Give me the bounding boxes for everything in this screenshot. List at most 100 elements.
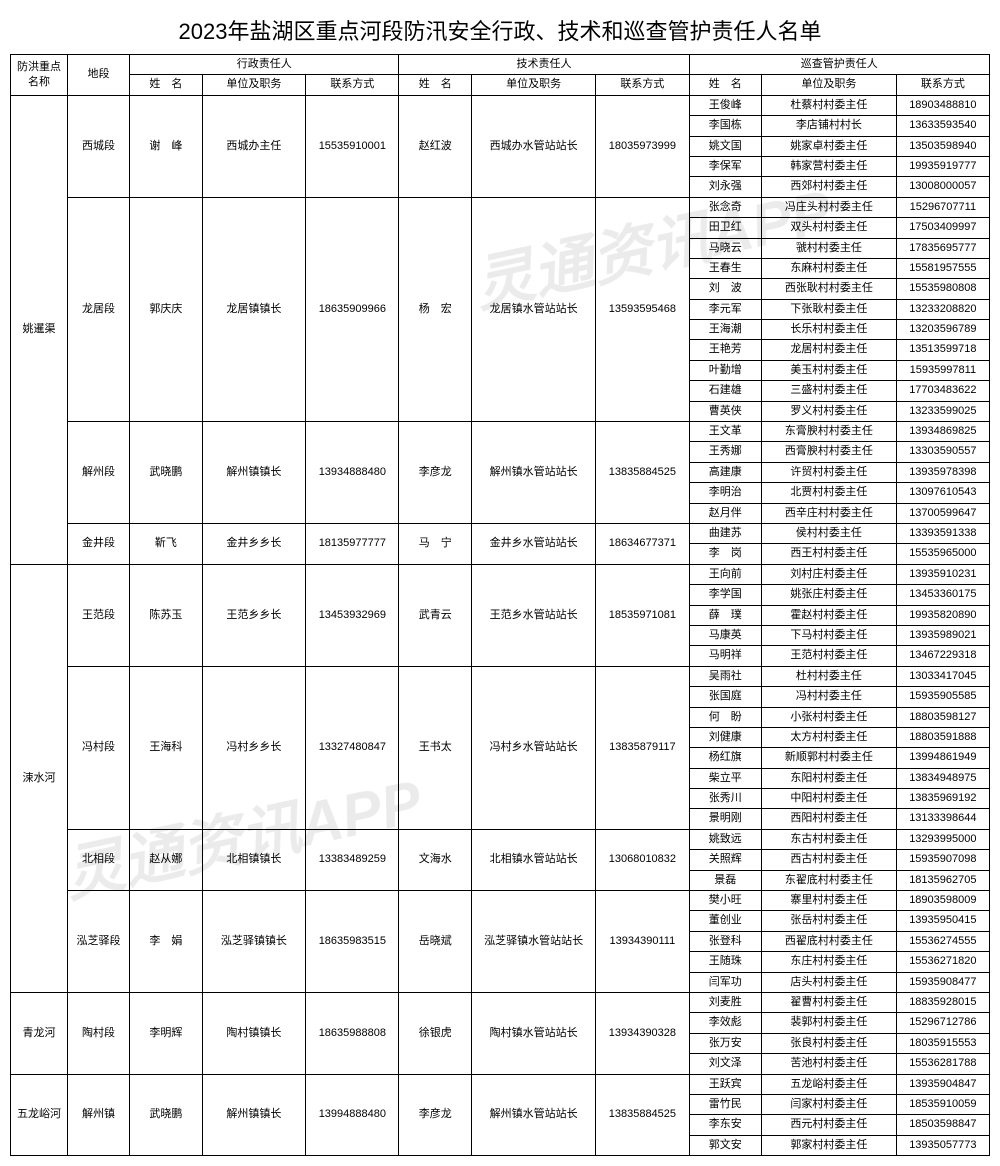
section-cell: 泓芝驿段 xyxy=(67,891,129,993)
header-name: 姓 名 xyxy=(399,75,472,95)
patrol-contact: 18803591888 xyxy=(896,727,989,747)
patrol-name: 赵月伴 xyxy=(689,503,762,523)
patrol-name: 王秀娜 xyxy=(689,442,762,462)
patrol-unit: 罗义村村委主任 xyxy=(762,401,897,421)
tech-unit: 西城办水管站站长 xyxy=(471,95,595,197)
admin-unit: 金井乡乡长 xyxy=(202,523,306,564)
patrol-contact: 15935905585 xyxy=(896,687,989,707)
patrol-name: 郭文安 xyxy=(689,1135,762,1155)
patrol-contact: 17835695777 xyxy=(896,238,989,258)
patrol-contact: 15296707711 xyxy=(896,197,989,217)
patrol-name: 姚致远 xyxy=(689,829,762,849)
patrol-name: 闫军功 xyxy=(689,972,762,992)
tech-contact: 18535971081 xyxy=(596,564,689,666)
patrol-contact: 13453360175 xyxy=(896,585,989,605)
patrol-contact: 13233208820 xyxy=(896,299,989,319)
patrol-name: 李明治 xyxy=(689,483,762,503)
patrol-unit: 张良村村委主任 xyxy=(762,1033,897,1053)
table-row: 龙居段郭庆庆龙居镇镇长18635909966杨 宏龙居镇水管站站长1359359… xyxy=(11,197,990,217)
tech-unit: 陶村镇水管站站长 xyxy=(471,992,595,1074)
patrol-contact: 18035915553 xyxy=(896,1033,989,1053)
patrol-contact: 13935950415 xyxy=(896,911,989,931)
patrol-unit: 三盛村村委主任 xyxy=(762,381,897,401)
tech-contact: 13835879117 xyxy=(596,666,689,829)
patrol-name: 王随珠 xyxy=(689,952,762,972)
patrol-name: 张秀川 xyxy=(689,789,762,809)
patrol-unit: 西辛庄村村委主任 xyxy=(762,503,897,523)
table-row: 涑水河王范段陈苏玉王范乡乡长13453932969武青云王范乡水管站站长1853… xyxy=(11,564,990,584)
patrol-name: 张国庭 xyxy=(689,687,762,707)
header-patrol: 巡查管护责任人 xyxy=(689,55,990,75)
patrol-unit: 许贸村村委主任 xyxy=(762,462,897,482)
tech-name: 文海水 xyxy=(399,829,472,890)
patrol-unit: 双头村村委主任 xyxy=(762,218,897,238)
patrol-unit: 美玉村村委主任 xyxy=(762,360,897,380)
patrol-contact: 13835969192 xyxy=(896,789,989,809)
patrol-contact: 13633593540 xyxy=(896,116,989,136)
admin-name: 李 娟 xyxy=(130,891,203,993)
patrol-name: 李 岗 xyxy=(689,544,762,564)
patrol-unit: 东麻村村委主任 xyxy=(762,258,897,278)
table-row: 金井段靳飞金井乡乡长18135977777马 宁金井乡水管站站长18634677… xyxy=(11,523,990,543)
section-cell: 解州镇 xyxy=(67,1074,129,1156)
admin-unit: 冯村乡乡长 xyxy=(202,666,306,829)
header-contact: 联系方式 xyxy=(306,75,399,95)
patrol-unit: 东古村村委主任 xyxy=(762,829,897,849)
section-cell: 王范段 xyxy=(67,564,129,666)
patrol-unit: 侯村村委主任 xyxy=(762,523,897,543)
patrol-contact: 15935907098 xyxy=(896,850,989,870)
header-unit: 单位及职务 xyxy=(471,75,595,95)
patrol-contact: 13293995000 xyxy=(896,829,989,849)
patrol-unit: 翟曹村村委主任 xyxy=(762,992,897,1012)
header-admin: 行政责任人 xyxy=(130,55,399,75)
admin-name: 陈苏玉 xyxy=(130,564,203,666)
tech-name: 岳晓斌 xyxy=(399,891,472,993)
patrol-name: 薛 璞 xyxy=(689,605,762,625)
header-tech: 技术责任人 xyxy=(399,55,689,75)
patrol-name: 景明刚 xyxy=(689,809,762,829)
patrol-name: 马明祥 xyxy=(689,646,762,666)
patrol-name: 景磊 xyxy=(689,870,762,890)
patrol-contact: 13133398644 xyxy=(896,809,989,829)
patrol-unit: 郭家村村委主任 xyxy=(762,1135,897,1155)
patrol-contact: 19935919777 xyxy=(896,156,989,176)
admin-contact: 13453932969 xyxy=(306,564,399,666)
header-contact: 联系方式 xyxy=(896,75,989,95)
tech-unit: 解州镇水管站站长 xyxy=(471,1074,595,1156)
tech-unit: 冯村乡水管站站长 xyxy=(471,666,595,829)
patrol-contact: 19935820890 xyxy=(896,605,989,625)
section-cell: 金井段 xyxy=(67,523,129,564)
patrol-name: 曲建苏 xyxy=(689,523,762,543)
patrol-name: 叶勤增 xyxy=(689,360,762,380)
patrol-unit: 西郊村村委主任 xyxy=(762,177,897,197)
section-cell: 陶村段 xyxy=(67,992,129,1074)
table-row: 五龙峪河解州镇武晓鹏解州镇镇长13994888480李彦龙解州镇水管站站长138… xyxy=(11,1074,990,1094)
patrol-unit: 太方村村委主任 xyxy=(762,727,897,747)
patrol-name: 何 盼 xyxy=(689,707,762,727)
patrol-unit: 东庄村村委主任 xyxy=(762,952,897,972)
patrol-name: 姚文国 xyxy=(689,136,762,156)
patrol-unit: 北贾村村委主任 xyxy=(762,483,897,503)
patrol-contact: 13834948975 xyxy=(896,768,989,788)
patrol-name: 刘永强 xyxy=(689,177,762,197)
section-cell: 龙居段 xyxy=(67,197,129,421)
patrol-name: 石建雄 xyxy=(689,381,762,401)
admin-name: 李明辉 xyxy=(130,992,203,1074)
patrol-unit: 龙居村村委主任 xyxy=(762,340,897,360)
section-cell: 西城段 xyxy=(67,95,129,197)
admin-name: 武晓鹏 xyxy=(130,1074,203,1156)
page-title: 2023年盐湖区重点河段防汛安全行政、技术和巡查管护责任人名单 xyxy=(10,14,990,46)
patrol-unit: 中阳村村委主任 xyxy=(762,789,897,809)
patrol-contact: 13033417045 xyxy=(896,666,989,686)
patrol-unit: 长乐村村委主任 xyxy=(762,320,897,340)
patrol-contact: 13097610543 xyxy=(896,483,989,503)
patrol-unit: 刘村庄村委主任 xyxy=(762,564,897,584)
admin-unit: 王范乡乡长 xyxy=(202,564,306,666)
patrol-contact: 13994861949 xyxy=(896,748,989,768)
patrol-contact: 13008000057 xyxy=(896,177,989,197)
patrol-contact: 18835928015 xyxy=(896,992,989,1012)
tech-unit: 北相镇水管站站长 xyxy=(471,829,595,890)
admin-name: 靳飞 xyxy=(130,523,203,564)
patrol-unit: 闫家村村委主任 xyxy=(762,1094,897,1114)
header-name: 姓 名 xyxy=(130,75,203,95)
